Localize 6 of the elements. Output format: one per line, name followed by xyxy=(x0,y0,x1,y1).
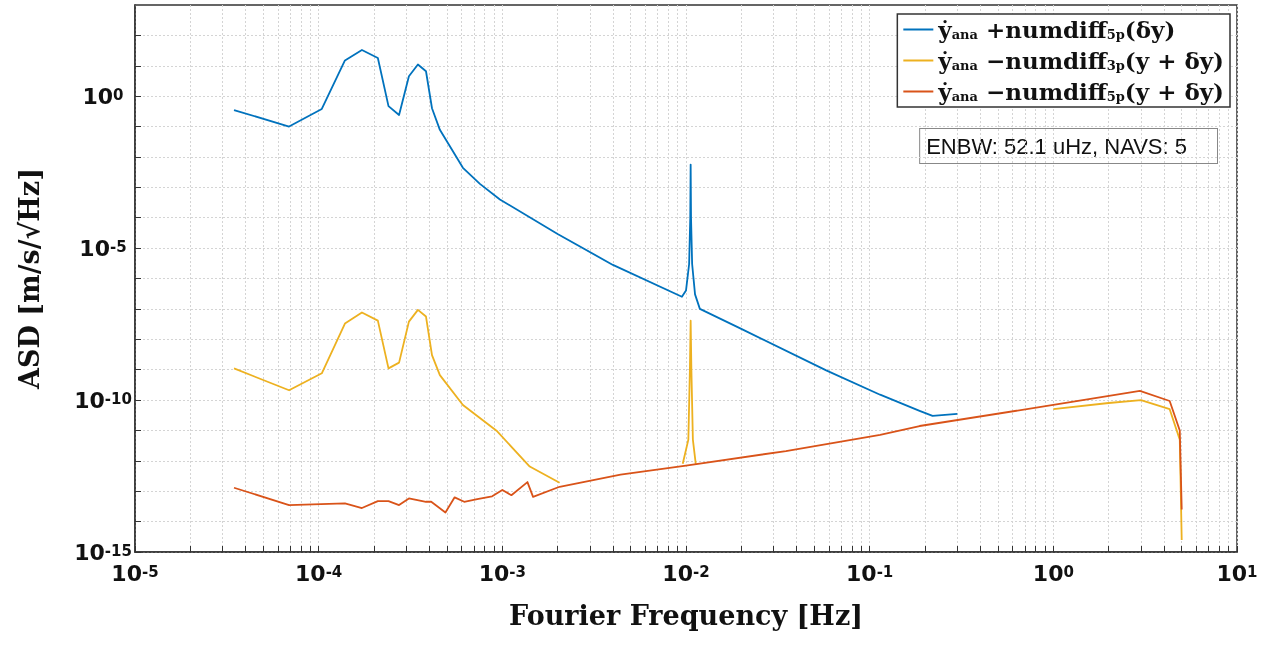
x-axis-title: Fourier Frequency [Hz] xyxy=(509,600,863,631)
legend-label: ẏana −numdiff5p(y + δy) xyxy=(937,78,1224,105)
y-axis-title: ASD [m/s/√Hz] xyxy=(14,168,45,390)
annotation: ENBW: 52.1 uHz, NAVS: 5 xyxy=(926,133,1187,159)
legend-label: ẏana −numdiff3p(y + δy) xyxy=(937,47,1224,74)
legend-label: ẏana +numdiff5p(δy) xyxy=(937,16,1176,43)
